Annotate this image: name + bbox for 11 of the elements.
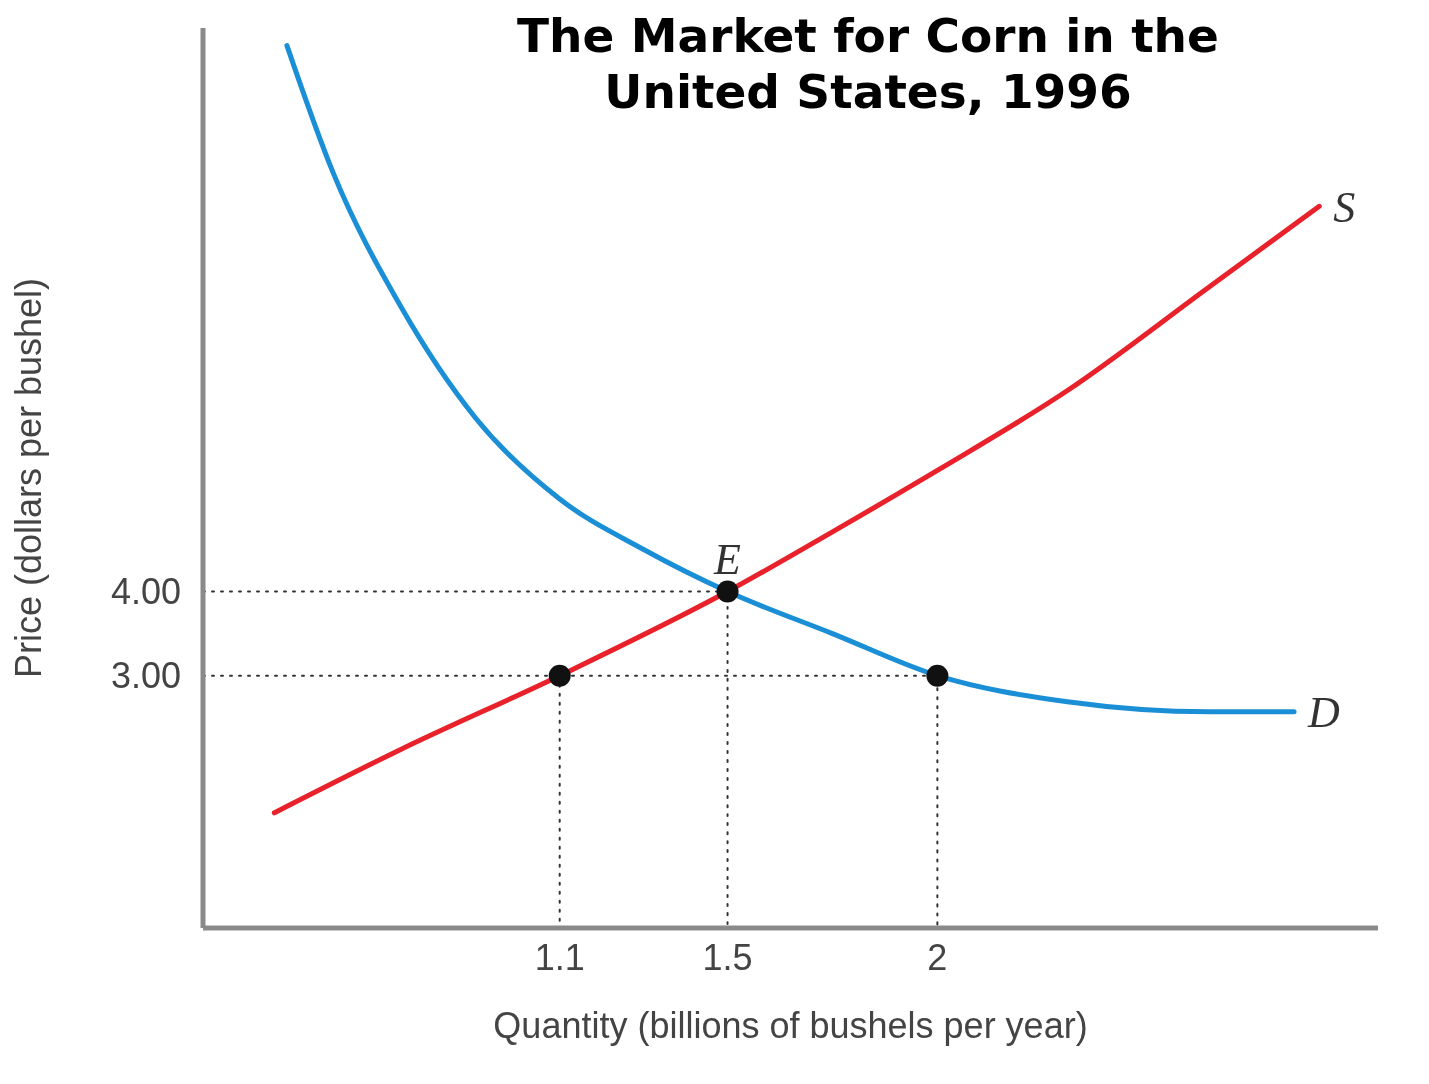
x-tick-label: 2: [927, 936, 948, 978]
chart-title: The Market for Corn in the United States, 1996: [516, 8, 1220, 120]
x-tick-label: 1.5: [702, 936, 753, 978]
y-tick-label: 4.00: [110, 571, 181, 613]
series-label: S: [1333, 182, 1356, 232]
y-tick-label: 3.00: [110, 655, 181, 697]
y-axis-title: Price (dollars per bushel): [7, 277, 49, 679]
x-tick-label: 1.1: [534, 936, 585, 978]
x-axis-title: Quantity (billions of bushels per year): [493, 1005, 1088, 1046]
annotation: E: [713, 534, 742, 584]
series-label: D: [1307, 688, 1341, 738]
